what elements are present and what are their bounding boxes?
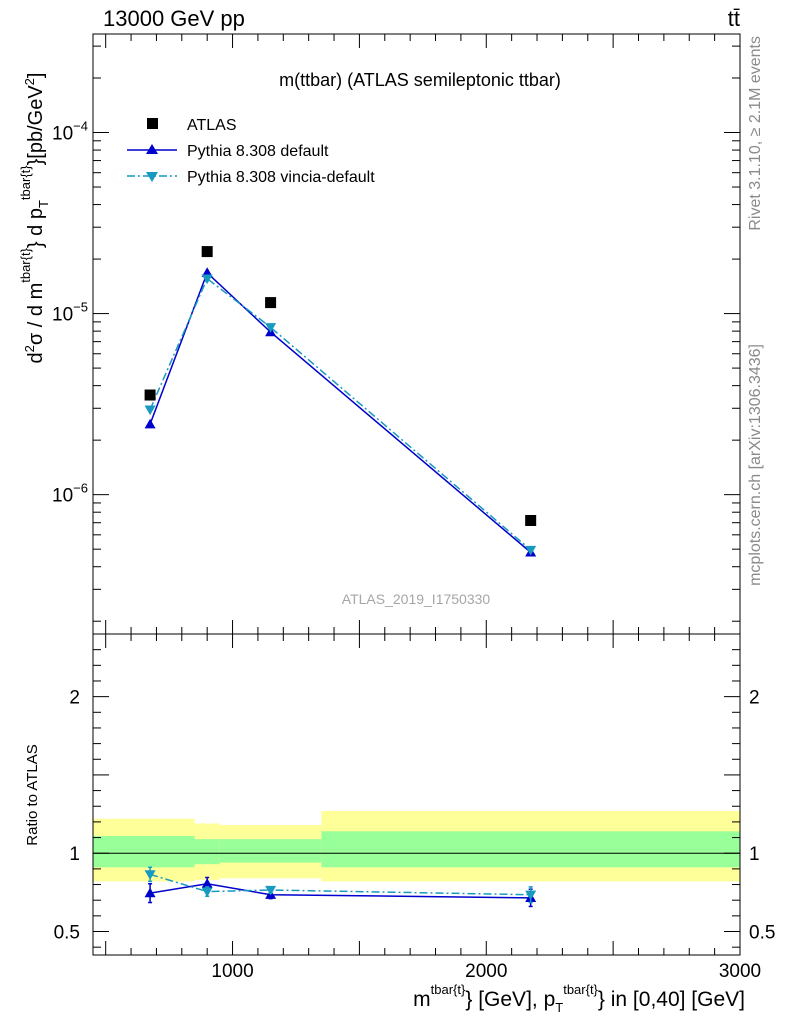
- x-tick-label: 1000: [211, 961, 253, 982]
- pythia-vincia-point: [525, 545, 537, 556]
- pythia-vincia-point: [265, 323, 277, 333]
- x-tick-label: 2000: [465, 961, 507, 982]
- mcplots-label: mcplots.cern.ch [arXiv:1306.3436]: [747, 344, 764, 586]
- ratio-y-tick-label-right: 1: [749, 844, 760, 865]
- ratio-y-tick-label: 2: [69, 688, 80, 709]
- y-tick-label: 10−4: [52, 119, 88, 145]
- legend-atlas-label: ATLAS: [187, 117, 237, 134]
- x-axis-label: mtbar{t}} [GeV], pTtbar{t}} in [0,40] [G…: [413, 982, 745, 1015]
- y-tick-label: 10−6: [52, 481, 88, 507]
- ratio-frame: [92, 633, 741, 956]
- series-line-pythia-8-308-default: [149, 271, 532, 553]
- legend-atlas-marker: [147, 118, 158, 129]
- pythia-default-point: [144, 418, 156, 429]
- ratio-line-pythia-8-308-default: [149, 882, 531, 899]
- pythia-vincia-point: [144, 405, 156, 416]
- atlas-data-point: [525, 514, 537, 526]
- ratio-y-axis-label: Ratio to ATLAS: [24, 744, 41, 845]
- atlas-data-point: [144, 389, 156, 401]
- ratio-vincia-point: [201, 887, 213, 898]
- uncertainty-band-green: [321, 831, 740, 868]
- legend-default-label: Pythia 8.308 default: [187, 143, 329, 160]
- ratio-default-point: [201, 878, 213, 888]
- ratio-line-pythia-8-308-vincia-default: [149, 873, 531, 896]
- ratio-y-tick-label: 0.5: [54, 923, 80, 944]
- ratio-vincia-point: [144, 870, 156, 880]
- ratio-default-point: [144, 887, 156, 898]
- ratio-vincia-point: [265, 885, 277, 896]
- ratio-y-tick-label-right: 0.5: [749, 923, 775, 944]
- atlas-data-point: [201, 246, 213, 258]
- ratio-vincia-point: [525, 890, 537, 901]
- main-panel: 10−6 10−5 10−4 m(ttbar) (ATLAS semileptoni…: [18, 33, 741, 635]
- legend-vincia-label: Pythia 8.308 vincia-default: [187, 169, 375, 186]
- main-y-axis-label: d2σ / d mtbar{t}} d pTtbar{t}}[pb/GeV2]: [18, 73, 51, 364]
- legend-vincia-marker: [146, 172, 158, 182]
- header-energy-label: 13000 GeV pp: [103, 6, 245, 31]
- rivet-version-label: Rivet 3.1.10, ≥ 2.1M events: [747, 36, 764, 231]
- ratio-y-tick-label: 1: [69, 844, 80, 865]
- legend-default-marker: [146, 144, 158, 154]
- uncertainty-band-green: [219, 839, 322, 863]
- ratio-y-tick-label-right: 2: [749, 688, 760, 709]
- pythia-vincia-point: [201, 274, 213, 285]
- chart-title: m(ttbar) (ATLAS semileptonic ttbar): [279, 70, 561, 90]
- header-process-label: tt̄: [728, 6, 740, 31]
- uncertainty-band-green: [194, 839, 220, 865]
- series-line-pythia-8-308-vincia-default: [149, 277, 532, 551]
- legend: ATLAS Pythia 8.308 default Pythia 8.308 …: [127, 117, 375, 186]
- y-tick-label: 10−5: [52, 300, 88, 326]
- atlas-data-point: [265, 297, 277, 309]
- x-tick-label: 3000: [719, 961, 761, 982]
- analysis-watermark: ATLAS_2019_I1750330: [342, 591, 491, 607]
- uncertainty-band-green: [93, 835, 195, 868]
- ratio-panel: 1000 2000 3000 0.5 0.5 1 1 2 2 Ratio to ATLAS mt…: [24, 633, 775, 1015]
